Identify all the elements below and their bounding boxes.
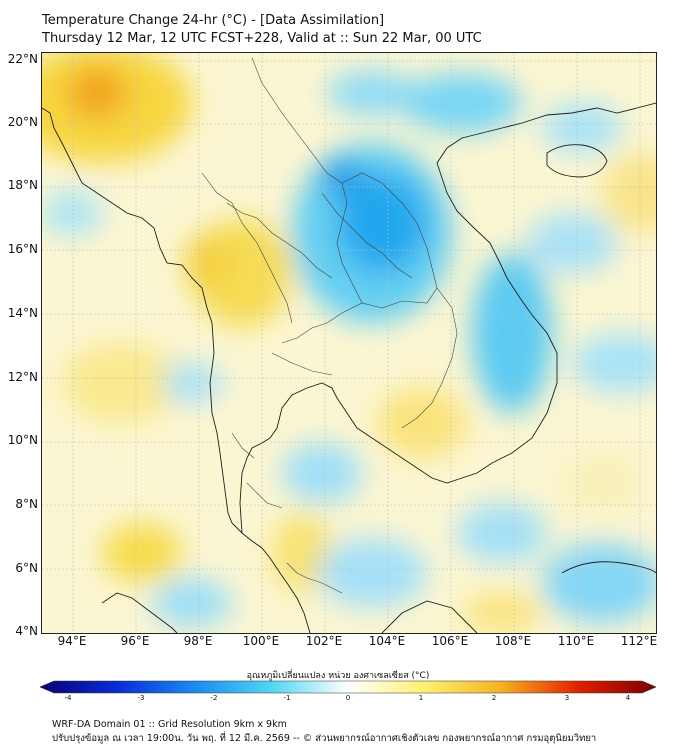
lat-label-10n: 10°N — [7, 433, 38, 447]
footer-credit: ปรับปรุงข้อมูล ณ เวลา 19:00น. วัน พฤ. ที… — [52, 733, 597, 744]
lat-label-14n: 14°N — [7, 306, 38, 320]
footer-domain-info: WRF-DA Domain 01 :: Grid Resolution 9km … — [52, 719, 287, 730]
lat-label-22n: 22°N — [7, 52, 38, 66]
lon-label-112e: 112°E — [620, 634, 658, 648]
map-area[interactable] — [41, 52, 657, 634]
colorbar-tick: -1 — [283, 694, 291, 702]
colorbar-tick: 1 — [418, 694, 424, 702]
lon-label-98e: 98°E — [183, 634, 213, 648]
lat-label-16n: 16°N — [7, 242, 38, 256]
lat-label-8n: 8°N — [15, 497, 38, 511]
lon-label-110e: 110°E — [557, 634, 595, 648]
colorbar-tick: -3 — [137, 694, 145, 702]
borders — [201, 57, 458, 594]
lat-label-12n: 12°N — [7, 370, 38, 384]
colorbar — [40, 680, 656, 694]
title-line-1: Temperature Change 24-hr (°C) - [Data As… — [42, 13, 385, 28]
lat-label-6n: 6°N — [15, 561, 38, 575]
colorbar-tick: 2 — [491, 694, 497, 702]
colorbar-tick: -4 — [64, 694, 72, 702]
lon-label-94e: 94°E — [57, 634, 87, 648]
lat-label-18n: 18°N — [7, 178, 38, 192]
chart-title: Temperature Change 24-hr (°C) - [Data As… — [42, 12, 482, 48]
temperature-change-map — [42, 53, 656, 633]
colorbar-tick: 0 — [345, 694, 351, 702]
lon-label-96e: 96°E — [120, 634, 150, 648]
lon-label-108e: 108°E — [494, 634, 532, 648]
lon-label-104e: 104°E — [368, 634, 406, 648]
lat-label-20n: 20°N — [7, 115, 38, 129]
coastlines — [42, 102, 656, 633]
lon-label-106e: 106°E — [431, 634, 469, 648]
lon-label-102e: 102°E — [305, 634, 343, 648]
lon-label-100e: 100°E — [242, 634, 280, 648]
lat-label-4n: 4°N — [15, 624, 38, 638]
title-line-2: Thursday 12 Mar, 12 UTC FCST+228, Valid … — [42, 31, 482, 46]
colorbar-tick: 4 — [625, 694, 631, 702]
graticule — [42, 53, 656, 633]
colorbar-title: อุณหภูมิเปลี่ยนแปลง หน่วย องศาเซลเซียส (… — [246, 671, 430, 681]
colorbar-tick: -2 — [210, 694, 218, 702]
colorbar-tick: 3 — [564, 694, 570, 702]
